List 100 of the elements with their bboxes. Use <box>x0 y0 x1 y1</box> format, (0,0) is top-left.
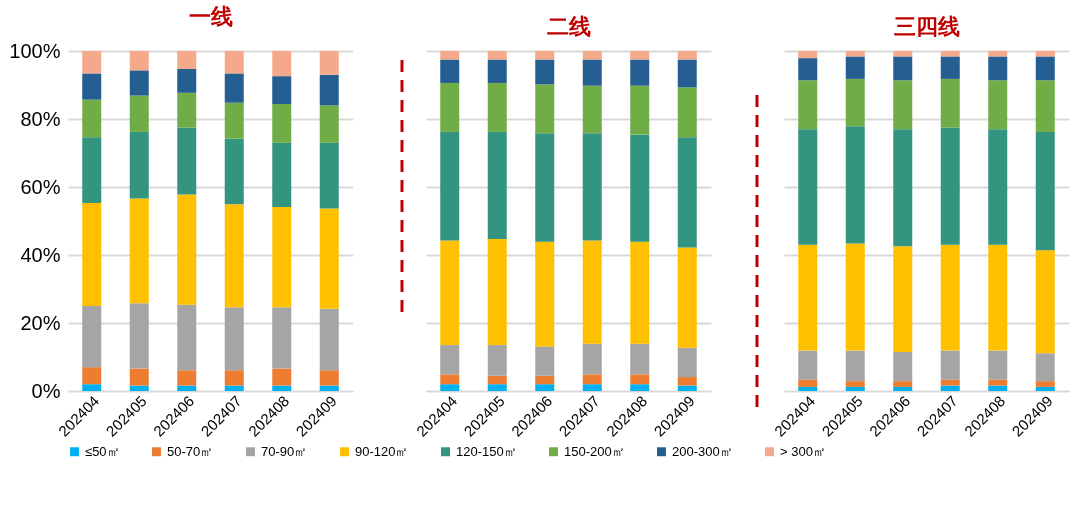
bar <box>440 374 460 385</box>
y-tick-label: 100% <box>9 39 61 62</box>
bar <box>535 375 555 385</box>
bar <box>319 105 339 143</box>
bar <box>988 129 1008 245</box>
bar <box>82 202 102 306</box>
bar <box>129 131 149 199</box>
bar <box>224 102 244 139</box>
bar <box>845 243 865 351</box>
y-tick-label: 40% <box>20 243 61 266</box>
bar <box>893 246 913 352</box>
bar <box>440 131 460 241</box>
bar <box>224 138 244 205</box>
bar <box>630 384 650 391</box>
bar <box>82 306 102 368</box>
bar <box>82 99 102 138</box>
y-tick-label: 0% <box>31 379 61 402</box>
bar <box>988 350 1008 380</box>
bar <box>582 51 602 60</box>
bar <box>940 244 960 351</box>
bar <box>677 87 697 138</box>
bar <box>487 345 507 376</box>
bar <box>630 85 650 135</box>
bar <box>129 198 149 304</box>
bar <box>129 303 149 369</box>
bar <box>940 51 960 57</box>
bar <box>677 385 697 391</box>
bar <box>988 244 1008 351</box>
bar <box>224 51 244 74</box>
bar <box>129 70 149 96</box>
bar <box>535 84 555 134</box>
bar <box>319 142 339 209</box>
chart-title: 三四线 <box>893 14 960 39</box>
bar <box>319 208 339 309</box>
bar <box>893 51 913 57</box>
bar <box>893 129 913 247</box>
legend-label: 90-120㎡ <box>355 443 409 459</box>
bar <box>129 368 149 386</box>
bar <box>940 78 960 128</box>
bar <box>1035 353 1055 382</box>
bar <box>487 59 507 83</box>
bar <box>940 56 960 79</box>
bar <box>677 137 697 248</box>
bar <box>319 74 339 106</box>
bar <box>487 375 507 385</box>
bar <box>82 137 102 203</box>
bar <box>798 80 818 130</box>
chart-title: 一线 <box>188 4 233 29</box>
bar <box>893 381 913 387</box>
bar <box>582 343 602 375</box>
bar <box>630 59 650 86</box>
bar <box>487 131 507 240</box>
bar <box>940 127 960 245</box>
bar <box>535 384 555 391</box>
bar <box>177 92 197 128</box>
bar <box>582 374 602 385</box>
bar <box>224 385 244 391</box>
bar <box>319 385 339 391</box>
bar <box>677 247 697 348</box>
bar <box>319 51 339 75</box>
bar <box>440 240 460 346</box>
bar <box>177 69 197 93</box>
bar <box>988 80 1008 130</box>
bar <box>82 367 102 385</box>
bar <box>630 241 650 344</box>
bar <box>582 59 602 86</box>
y-tick-label: 20% <box>20 311 61 334</box>
bar <box>272 76 292 105</box>
bar <box>630 51 650 60</box>
bar <box>177 385 197 391</box>
legend-label: > 300㎡ <box>780 443 826 459</box>
bar <box>798 51 818 59</box>
bar <box>535 51 555 60</box>
bar <box>988 379 1008 386</box>
bar <box>177 51 197 70</box>
bar <box>988 51 1008 57</box>
bar <box>82 51 102 74</box>
bar <box>129 95 149 132</box>
bar <box>272 142 292 208</box>
bar <box>798 58 818 81</box>
legend-label: ≤50㎡ <box>85 443 120 459</box>
legend-label: 70-90㎡ <box>261 443 308 459</box>
bar <box>1035 80 1055 132</box>
bar <box>82 73 102 100</box>
bar <box>1035 250 1055 354</box>
bar <box>224 204 244 308</box>
bar <box>845 350 865 382</box>
bar <box>677 377 697 386</box>
bar <box>582 85 602 134</box>
bar <box>1035 51 1055 57</box>
bar <box>177 127 197 195</box>
bar <box>893 80 913 130</box>
bar <box>272 385 292 391</box>
y-tick-label: 80% <box>20 107 61 130</box>
bar <box>1035 381 1055 387</box>
bar <box>677 51 697 60</box>
bar <box>845 386 865 391</box>
bar <box>535 241 555 347</box>
bar <box>798 244 818 351</box>
bar <box>988 56 1008 81</box>
